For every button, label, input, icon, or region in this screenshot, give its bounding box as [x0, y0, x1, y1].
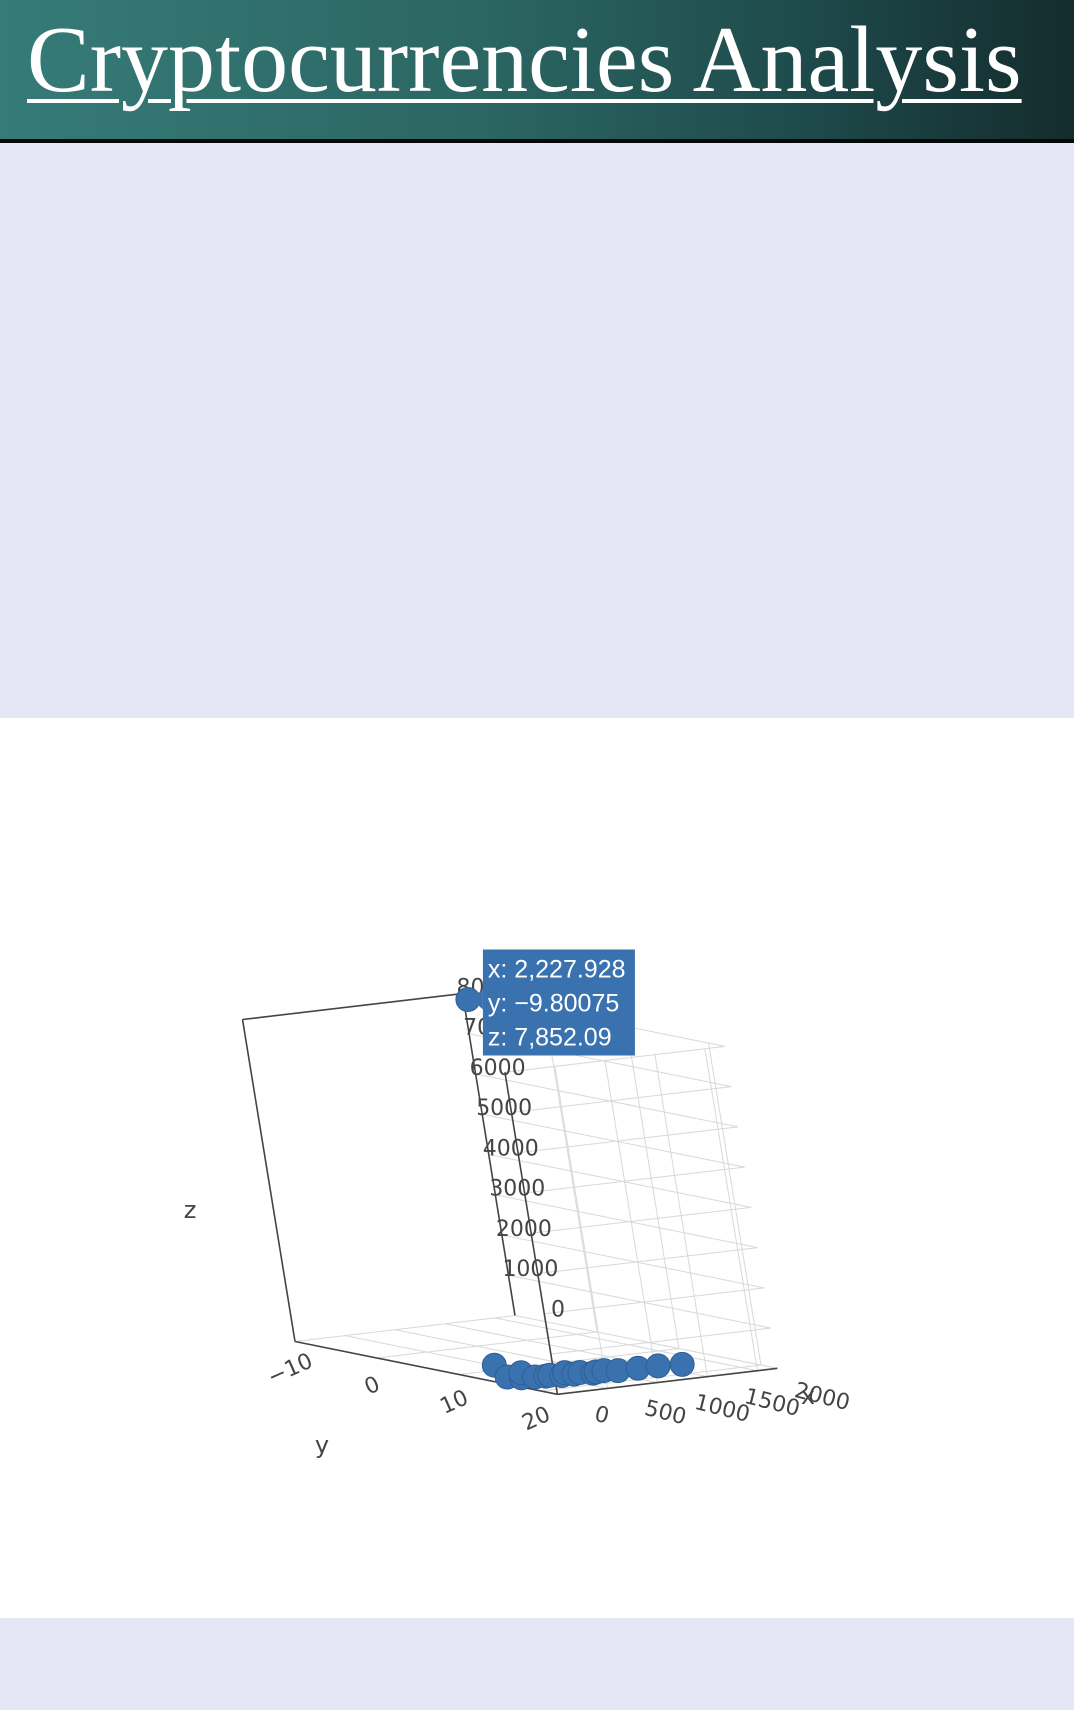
x-tick-label: 0 [592, 1402, 612, 1430]
box-edge [504, 1072, 559, 1395]
x-tick-label: 1500 [742, 1384, 802, 1422]
grid-line [495, 1194, 758, 1249]
hover-box [482, 949, 635, 1056]
grid-line [482, 1113, 745, 1168]
box-edge [242, 992, 463, 1021]
grid-line [544, 1287, 765, 1315]
z-tick-label: 3000 [489, 1177, 545, 1202]
grid-line [508, 1274, 771, 1329]
z-tick-label: 4000 [483, 1136, 539, 1161]
scatter3d-plot-area[interactable]: 010002000300040005000600070008000−100102… [0, 718, 1074, 1618]
grid-line [494, 1317, 758, 1372]
axis-titles: z y x [184, 1196, 815, 1459]
box-edge [461, 993, 516, 1316]
hover-pointer [471, 989, 483, 1010]
grid-line [550, 1327, 771, 1355]
grid-line [475, 1073, 739, 1128]
hover-tooltip: x: 2,227.928 y: −9.80075 z: 7,852.09 [471, 949, 635, 1056]
page-header: Cryptocurrencies Analysis [0, 0, 1074, 143]
grid-line [294, 1315, 516, 1342]
grid-line [540, 1364, 762, 1392]
y-tick-label: −10 [264, 1349, 317, 1391]
data-point [645, 1353, 671, 1379]
grid-line [488, 1154, 752, 1208]
grid-line [504, 1045, 725, 1073]
z-axis-line [241, 1019, 296, 1342]
grid-line [517, 1126, 739, 1154]
grid-line [501, 1234, 765, 1289]
z-tick-label: 0 [551, 1297, 565, 1322]
z-tick-label: 5000 [476, 1096, 532, 1121]
data-points [455, 986, 695, 1391]
z-axis-title: z [184, 1196, 197, 1224]
grid-line [537, 1247, 758, 1275]
z-tick-label: 6000 [470, 1056, 526, 1081]
grid-line [511, 1086, 732, 1114]
z-tick-label: 2000 [496, 1217, 552, 1242]
grid-line [524, 1166, 745, 1194]
hover-y-label: y: −9.80075 [488, 989, 619, 1017]
data-point [669, 1351, 695, 1377]
y-tick-label: 20 [518, 1402, 554, 1436]
page-title: Cryptocurrencies Analysis [27, 8, 1022, 112]
z-tick-label: 1000 [502, 1257, 558, 1282]
grid-line [531, 1206, 752, 1234]
hover-x-label: x: 2,227.928 [488, 955, 626, 983]
y-tick-label: 10 [436, 1385, 472, 1419]
y-axis-title: y [315, 1431, 329, 1459]
x-axis-line [557, 1367, 778, 1396]
grid-line [514, 1315, 778, 1369]
hover-z-label: z: 7,852.09 [488, 1023, 612, 1051]
x-tick-label: 500 [642, 1396, 689, 1430]
scatter3d-chart[interactable]: 010002000300040005000600070008000−100102… [0, 718, 1074, 1618]
y-tick-label: 0 [361, 1372, 384, 1401]
x-axis-title: x [801, 1382, 815, 1410]
x-tick-label: 1000 [692, 1390, 752, 1428]
grid-line [376, 1331, 598, 1359]
